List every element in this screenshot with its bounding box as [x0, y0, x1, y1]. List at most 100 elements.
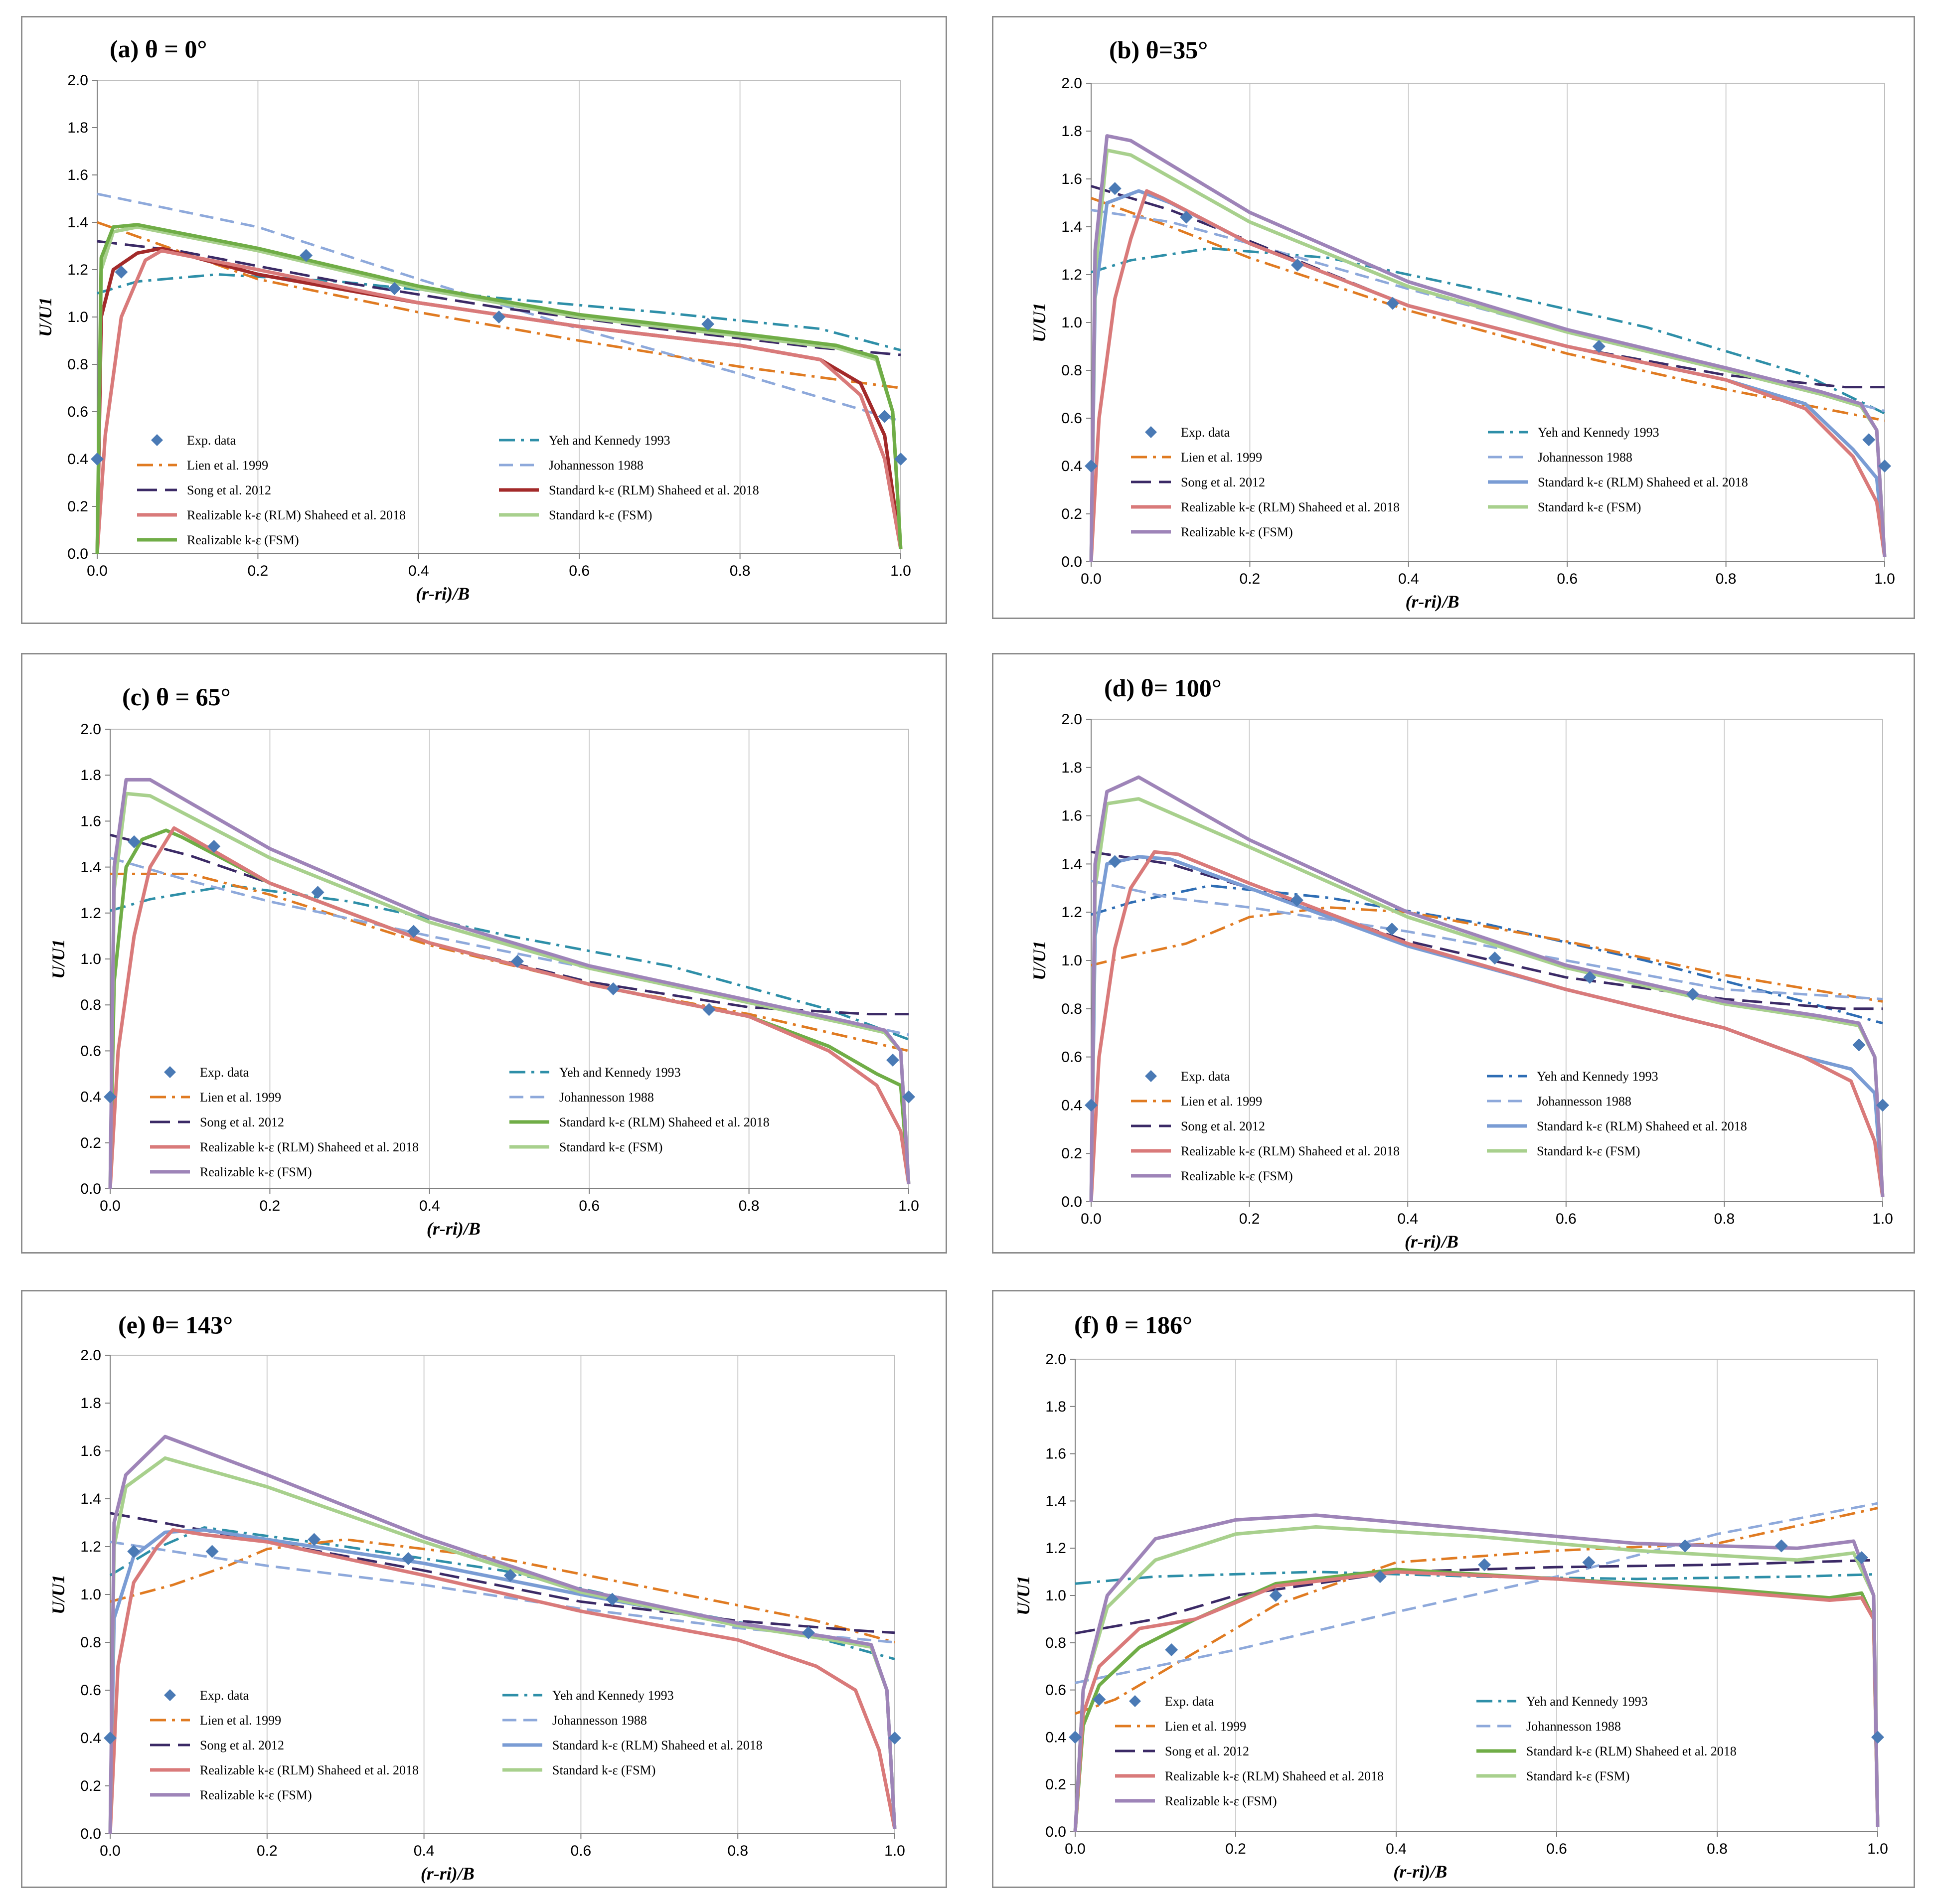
chart-svg-b: (b) θ=35° 0.0 0.2 0.4 0.6 0.8 1.0 0.0 0.2 0.4 0.6 0… [1029, 36, 1895, 612]
y-tick-label: 1.4 [1061, 856, 1082, 872]
exp-data-point [878, 410, 891, 423]
x-tick-label: 0.6 [1557, 571, 1578, 587]
exp-data-point [1583, 970, 1597, 984]
exp-data-point [104, 1090, 117, 1104]
x-tick-label: 0.2 [257, 1843, 278, 1859]
legend-label: Lien et al. 1999 [200, 1090, 281, 1105]
legend-item: Realizable k-ε (RLM) Shaheed et al. 2018 [1131, 1144, 1400, 1158]
legend-label: Standard k-ε (RLM) Shaheed et al. 2018 [552, 1738, 763, 1752]
y-tick-label: 1.0 [80, 951, 101, 967]
legend-label: Song et al. 2012 [1181, 1119, 1265, 1133]
legend-label: Lien et al. 1999 [200, 1713, 281, 1728]
exp-data-point [1373, 1570, 1387, 1584]
exp-data-point [1686, 987, 1699, 1001]
legend-label: Johannesson 1988 [1526, 1719, 1621, 1734]
chart-title: (a) θ = 0° [110, 35, 207, 63]
legend-item: Yeh and Kennedy 1993 [1476, 1694, 1648, 1709]
y-tick-label: 1.0 [1061, 952, 1082, 969]
legend-item: Standard k-ε (RLM) Shaheed et al. 2018 [502, 1738, 763, 1752]
y-tick-label: 1.6 [80, 813, 101, 829]
y-tick-label: 0.0 [1045, 1824, 1066, 1840]
exp-data-point [308, 1533, 321, 1546]
exp-data-point [1876, 1099, 1889, 1112]
legend-item: Realizable k-ε (FSM) [1131, 1169, 1293, 1183]
series-line [95, 223, 903, 554]
series-line [108, 778, 911, 1189]
legend-item: Realizable k-ε (RLM) Shaheed et al. 2018 [137, 508, 406, 522]
legend-item: Exp. data [1129, 1694, 1214, 1709]
legend-item: Realizable k-ε (FSM) [150, 1165, 312, 1179]
legend-label: Standard k-ε (FSM) [552, 1763, 655, 1777]
chart-svg-d: (d) θ= 100° 0.0 0.2 0.4 0.6 0.8 1.0 0.0 0.2 0.4 0.… [1029, 674, 1893, 1252]
chart-title: (b) θ=35° [1109, 36, 1208, 64]
y-tick-label: 2.0 [1045, 1351, 1066, 1368]
exp-data-point [1862, 433, 1876, 447]
legend-label: Realizable k-ε (RLM) Shaheed et al. 2018 [1165, 1769, 1384, 1783]
legend-item: Exp. data [164, 1065, 249, 1080]
y-tick-label: 0.8 [1045, 1635, 1066, 1651]
x-tick-label: 0.0 [87, 563, 108, 579]
legend-marker [1129, 1695, 1141, 1707]
exp-data-point [1678, 1539, 1692, 1553]
x-tick-label: 1.0 [884, 1843, 905, 1859]
chart-panel-f: (f) θ = 186° 0.0 0.2 0.4 0.6 0.8 1.0 0.0 0.2 0.4 0… [992, 1290, 1915, 1888]
legend-label: Realizable k-ε (RLM) Shaheed et al. 2018 [200, 1763, 419, 1777]
legend-label: Standard k-ε (FSM) [1526, 1769, 1629, 1783]
exp-data-point [606, 1592, 619, 1606]
exp-data-point [503, 1569, 517, 1582]
x-axis-label: (r-ri)/B [1405, 1232, 1458, 1252]
series-line [97, 192, 901, 423]
legend-item: Standard k-ε (RLM) Shaheed et al. 2018 [499, 483, 759, 497]
chart-title: (c) θ = 65° [122, 683, 231, 711]
series-line [1073, 1513, 1880, 1832]
series-line [1091, 247, 1886, 415]
exp-data-point [1386, 297, 1399, 310]
series-line [1091, 879, 1883, 1000]
legend-label: Song et al. 2012 [1165, 1744, 1249, 1758]
legend-item: Standard k-ε (FSM) [1487, 1144, 1640, 1158]
legend-marker [151, 434, 163, 446]
legend-item: Yeh and Kennedy 1993 [499, 433, 670, 448]
exp-data-point [91, 453, 104, 466]
legend-item: Realizable k-ε (RLM) Shaheed et al. 2018 [1131, 500, 1400, 514]
legend-label: Johannesson 1988 [1538, 450, 1632, 465]
series-line [1091, 906, 1883, 1003]
y-tick-label: 0.8 [67, 356, 88, 373]
legend-item: Yeh and Kennedy 1993 [1487, 1069, 1658, 1084]
series-line [1075, 1502, 1878, 1684]
x-tick-label: 0.0 [1081, 1211, 1102, 1227]
x-tick-label: 0.4 [408, 563, 429, 579]
exp-data-point [1085, 1099, 1098, 1112]
legend-item: Realizable k-ε (FSM) [150, 1788, 312, 1802]
exp-data-point [127, 1545, 141, 1558]
y-tick-label: 0.6 [1045, 1682, 1066, 1699]
legend-item: Lien et al. 1999 [150, 1090, 281, 1105]
exp-data-point [1385, 923, 1399, 936]
legend-item: Standard k-ε (RLM) Shaheed et al. 2018 [1487, 1119, 1747, 1133]
exp-data-point [407, 925, 420, 938]
legend-label: Standard k-ε (RLM) Shaheed et al. 2018 [1537, 1119, 1747, 1133]
x-tick-label: 0.8 [739, 1198, 760, 1214]
chart-panel-e: (e) θ= 143° 0.0 0.2 0.4 0.6 0.8 1.0 0.0 0.2 0.4 0.… [21, 1290, 947, 1888]
legend-label: Song et al. 2012 [200, 1738, 284, 1752]
legend-label: Johannesson 1988 [549, 458, 644, 473]
legend-item: Standard k-ε (RLM) Shaheed et al. 2018 [509, 1115, 770, 1129]
legend-marker [164, 1066, 176, 1078]
y-axis-label: U/U1 [1029, 941, 1049, 980]
legend-item: Realizable k-ε (FSM) [1115, 1794, 1277, 1808]
legend-item: Lien et al. 1999 [1131, 1094, 1262, 1109]
y-axis-label: U/U1 [1029, 303, 1049, 342]
series-line [110, 1540, 895, 1644]
series-line [1091, 185, 1885, 389]
y-tick-label: 1.4 [1061, 219, 1082, 235]
y-tick-label: 2.0 [80, 721, 101, 738]
chart-panel-c: (c) θ = 65° 0.0 0.2 0.4 0.6 0.8 1.0 0.0 0.2 0.4 0.… [21, 653, 947, 1254]
legend-marker [164, 1689, 176, 1701]
exp-data-point [311, 886, 324, 899]
chart-svg-a: (a) θ = 0° 0.0 0.2 0.4 0.6 0.8 1.0 0.0 0.2 0.4 0.6… [35, 35, 911, 604]
y-tick-label: 2.0 [1061, 75, 1082, 92]
legend-item: Johannesson 1988 [509, 1090, 654, 1105]
y-tick-label: 1.6 [1045, 1446, 1066, 1462]
y-axis-label: U/U1 [48, 939, 68, 979]
legend-label: Yeh and Kennedy 1993 [552, 1688, 674, 1703]
